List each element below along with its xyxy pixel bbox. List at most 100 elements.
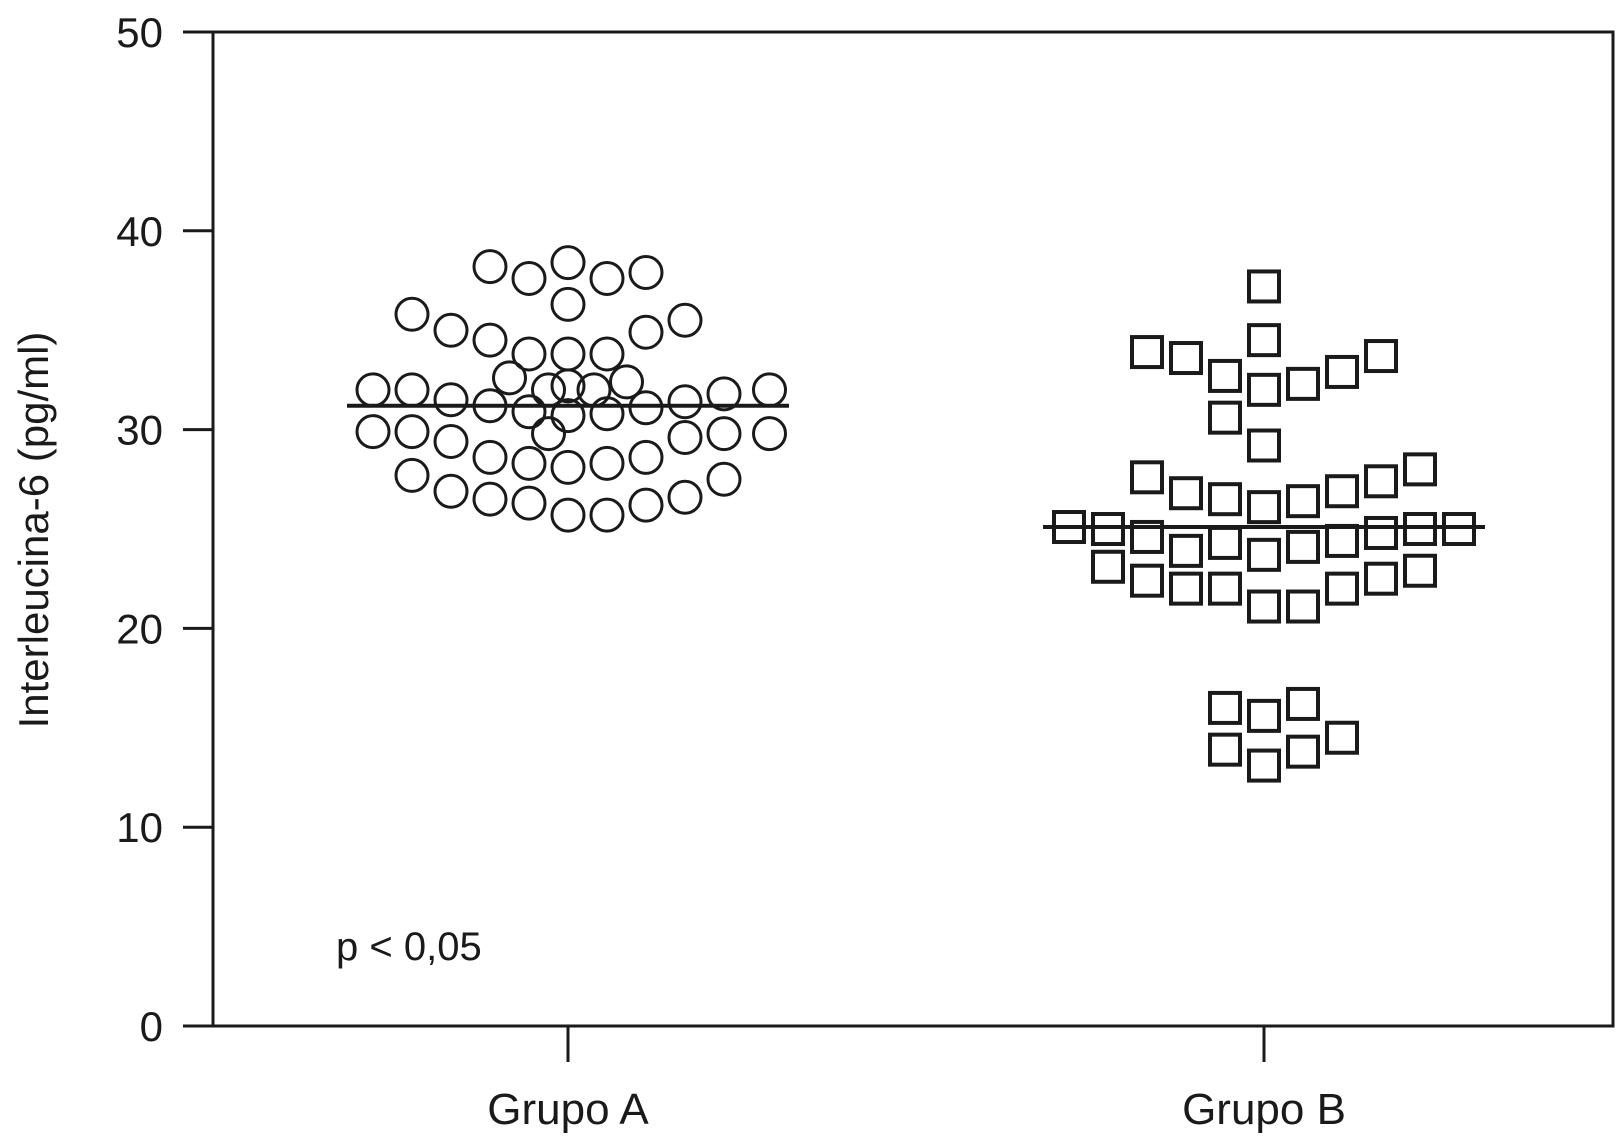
data-point-square xyxy=(1208,732,1242,767)
data-point-circle xyxy=(628,487,664,523)
data-point-square xyxy=(1130,460,1164,495)
data-point-circle xyxy=(433,424,469,460)
data-point-circle xyxy=(433,382,469,418)
data-point-square xyxy=(1286,734,1320,769)
data-point-circle xyxy=(550,245,586,281)
data-point-circle xyxy=(433,312,469,348)
y-tick-label: 40 xyxy=(116,208,163,255)
data-point-circle xyxy=(589,396,625,432)
data-point-circle xyxy=(511,261,547,297)
data-point-square xyxy=(1208,400,1242,435)
x-category-label: Grupo A xyxy=(487,1085,649,1134)
data-point-circle xyxy=(433,473,469,509)
data-point-square xyxy=(1169,533,1203,568)
data-point-circle xyxy=(550,336,586,372)
data-point-circle xyxy=(628,439,664,475)
data-point-square xyxy=(1208,525,1242,560)
y-tick-label: 30 xyxy=(116,407,163,454)
data-point-square xyxy=(1130,335,1164,370)
data-point-circle xyxy=(472,439,508,475)
data-point-square xyxy=(1325,720,1359,755)
data-point-square xyxy=(1208,358,1242,393)
data-point-circle xyxy=(550,368,586,404)
data-points xyxy=(355,245,1476,783)
y-tick-label: 0 xyxy=(140,1003,163,1050)
data-point-square xyxy=(1169,341,1203,376)
x-category-label: Grupo B xyxy=(1182,1085,1346,1134)
data-point-circle xyxy=(394,372,430,408)
data-point-square xyxy=(1403,553,1437,588)
data-point-square xyxy=(1208,690,1242,725)
data-point-square xyxy=(1364,464,1398,499)
data-point-circle xyxy=(628,255,664,291)
data-point-circle xyxy=(550,449,586,485)
data-point-circle xyxy=(667,302,703,338)
y-tick-label: 10 xyxy=(116,804,163,851)
data-point-square xyxy=(1364,561,1398,596)
data-point-circle xyxy=(511,445,547,481)
data-point-circle xyxy=(550,497,586,533)
data-point-square xyxy=(1247,372,1281,407)
data-point-square xyxy=(1325,354,1359,389)
data-point-square xyxy=(1247,589,1281,624)
plot-frame xyxy=(211,30,1615,1028)
data-point-square xyxy=(1247,748,1281,783)
data-point-square xyxy=(1286,686,1320,721)
data-point-circle xyxy=(589,261,625,297)
data-point-square xyxy=(1169,476,1203,511)
data-point-square xyxy=(1130,519,1164,554)
data-point-circle xyxy=(706,461,742,497)
data-point-circle xyxy=(628,314,664,350)
data-point-square xyxy=(1247,269,1281,304)
data-point-circle xyxy=(394,296,430,332)
data-point-circle xyxy=(706,376,742,412)
data-point-circle xyxy=(550,398,586,434)
data-point-square xyxy=(1364,515,1398,550)
data-point-square xyxy=(1364,339,1398,374)
data-point-square xyxy=(1286,366,1320,401)
data-point-square xyxy=(1208,571,1242,606)
data-point-square xyxy=(1208,482,1242,517)
data-point-circle xyxy=(752,416,787,452)
data-point-circle xyxy=(589,445,625,481)
data-point-circle xyxy=(589,497,625,533)
data-point-square xyxy=(1130,563,1164,598)
data-point-circle xyxy=(609,364,644,400)
data-point-circle xyxy=(511,394,547,430)
x-axis: Grupo A Grupo B xyxy=(487,1026,1346,1134)
mean-lines xyxy=(347,403,1485,530)
data-point-square xyxy=(1169,571,1203,606)
y-tick-label: 50 xyxy=(116,9,163,56)
data-point-circle xyxy=(511,336,547,372)
data-point-circle xyxy=(394,414,430,450)
data-point-square xyxy=(1247,428,1281,463)
data-point-square xyxy=(1247,490,1281,525)
data-point-circle xyxy=(667,420,703,456)
data-point-circle xyxy=(355,414,391,450)
data-point-circle xyxy=(589,336,625,372)
data-point-square xyxy=(1403,452,1437,487)
data-point-circle xyxy=(511,485,547,521)
data-point-circle xyxy=(394,457,430,493)
data-point-circle xyxy=(667,479,703,515)
p-value-annotation: p < 0,05 xyxy=(336,925,482,969)
data-point-circle xyxy=(472,322,508,358)
data-point-circle xyxy=(550,286,586,322)
data-point-square xyxy=(1286,484,1320,519)
data-point-circle xyxy=(472,481,508,517)
data-point-square xyxy=(1286,589,1320,624)
data-point-square xyxy=(1247,323,1281,358)
data-point-circle xyxy=(706,416,742,452)
data-point-square xyxy=(1247,537,1281,572)
data-point-circle xyxy=(667,384,703,420)
y-tick-label: 20 xyxy=(116,605,163,652)
data-point-circle xyxy=(752,372,787,408)
data-point-square xyxy=(1091,549,1125,584)
data-point-circle xyxy=(492,360,527,396)
y-axis: 0 10 20 30 40 50 xyxy=(116,9,213,1050)
data-point-square xyxy=(1325,474,1359,509)
data-point-circle xyxy=(472,249,508,285)
y-axis-title: Interleucina-6 (pg/ml) xyxy=(10,332,57,729)
data-point-circle xyxy=(531,416,566,452)
